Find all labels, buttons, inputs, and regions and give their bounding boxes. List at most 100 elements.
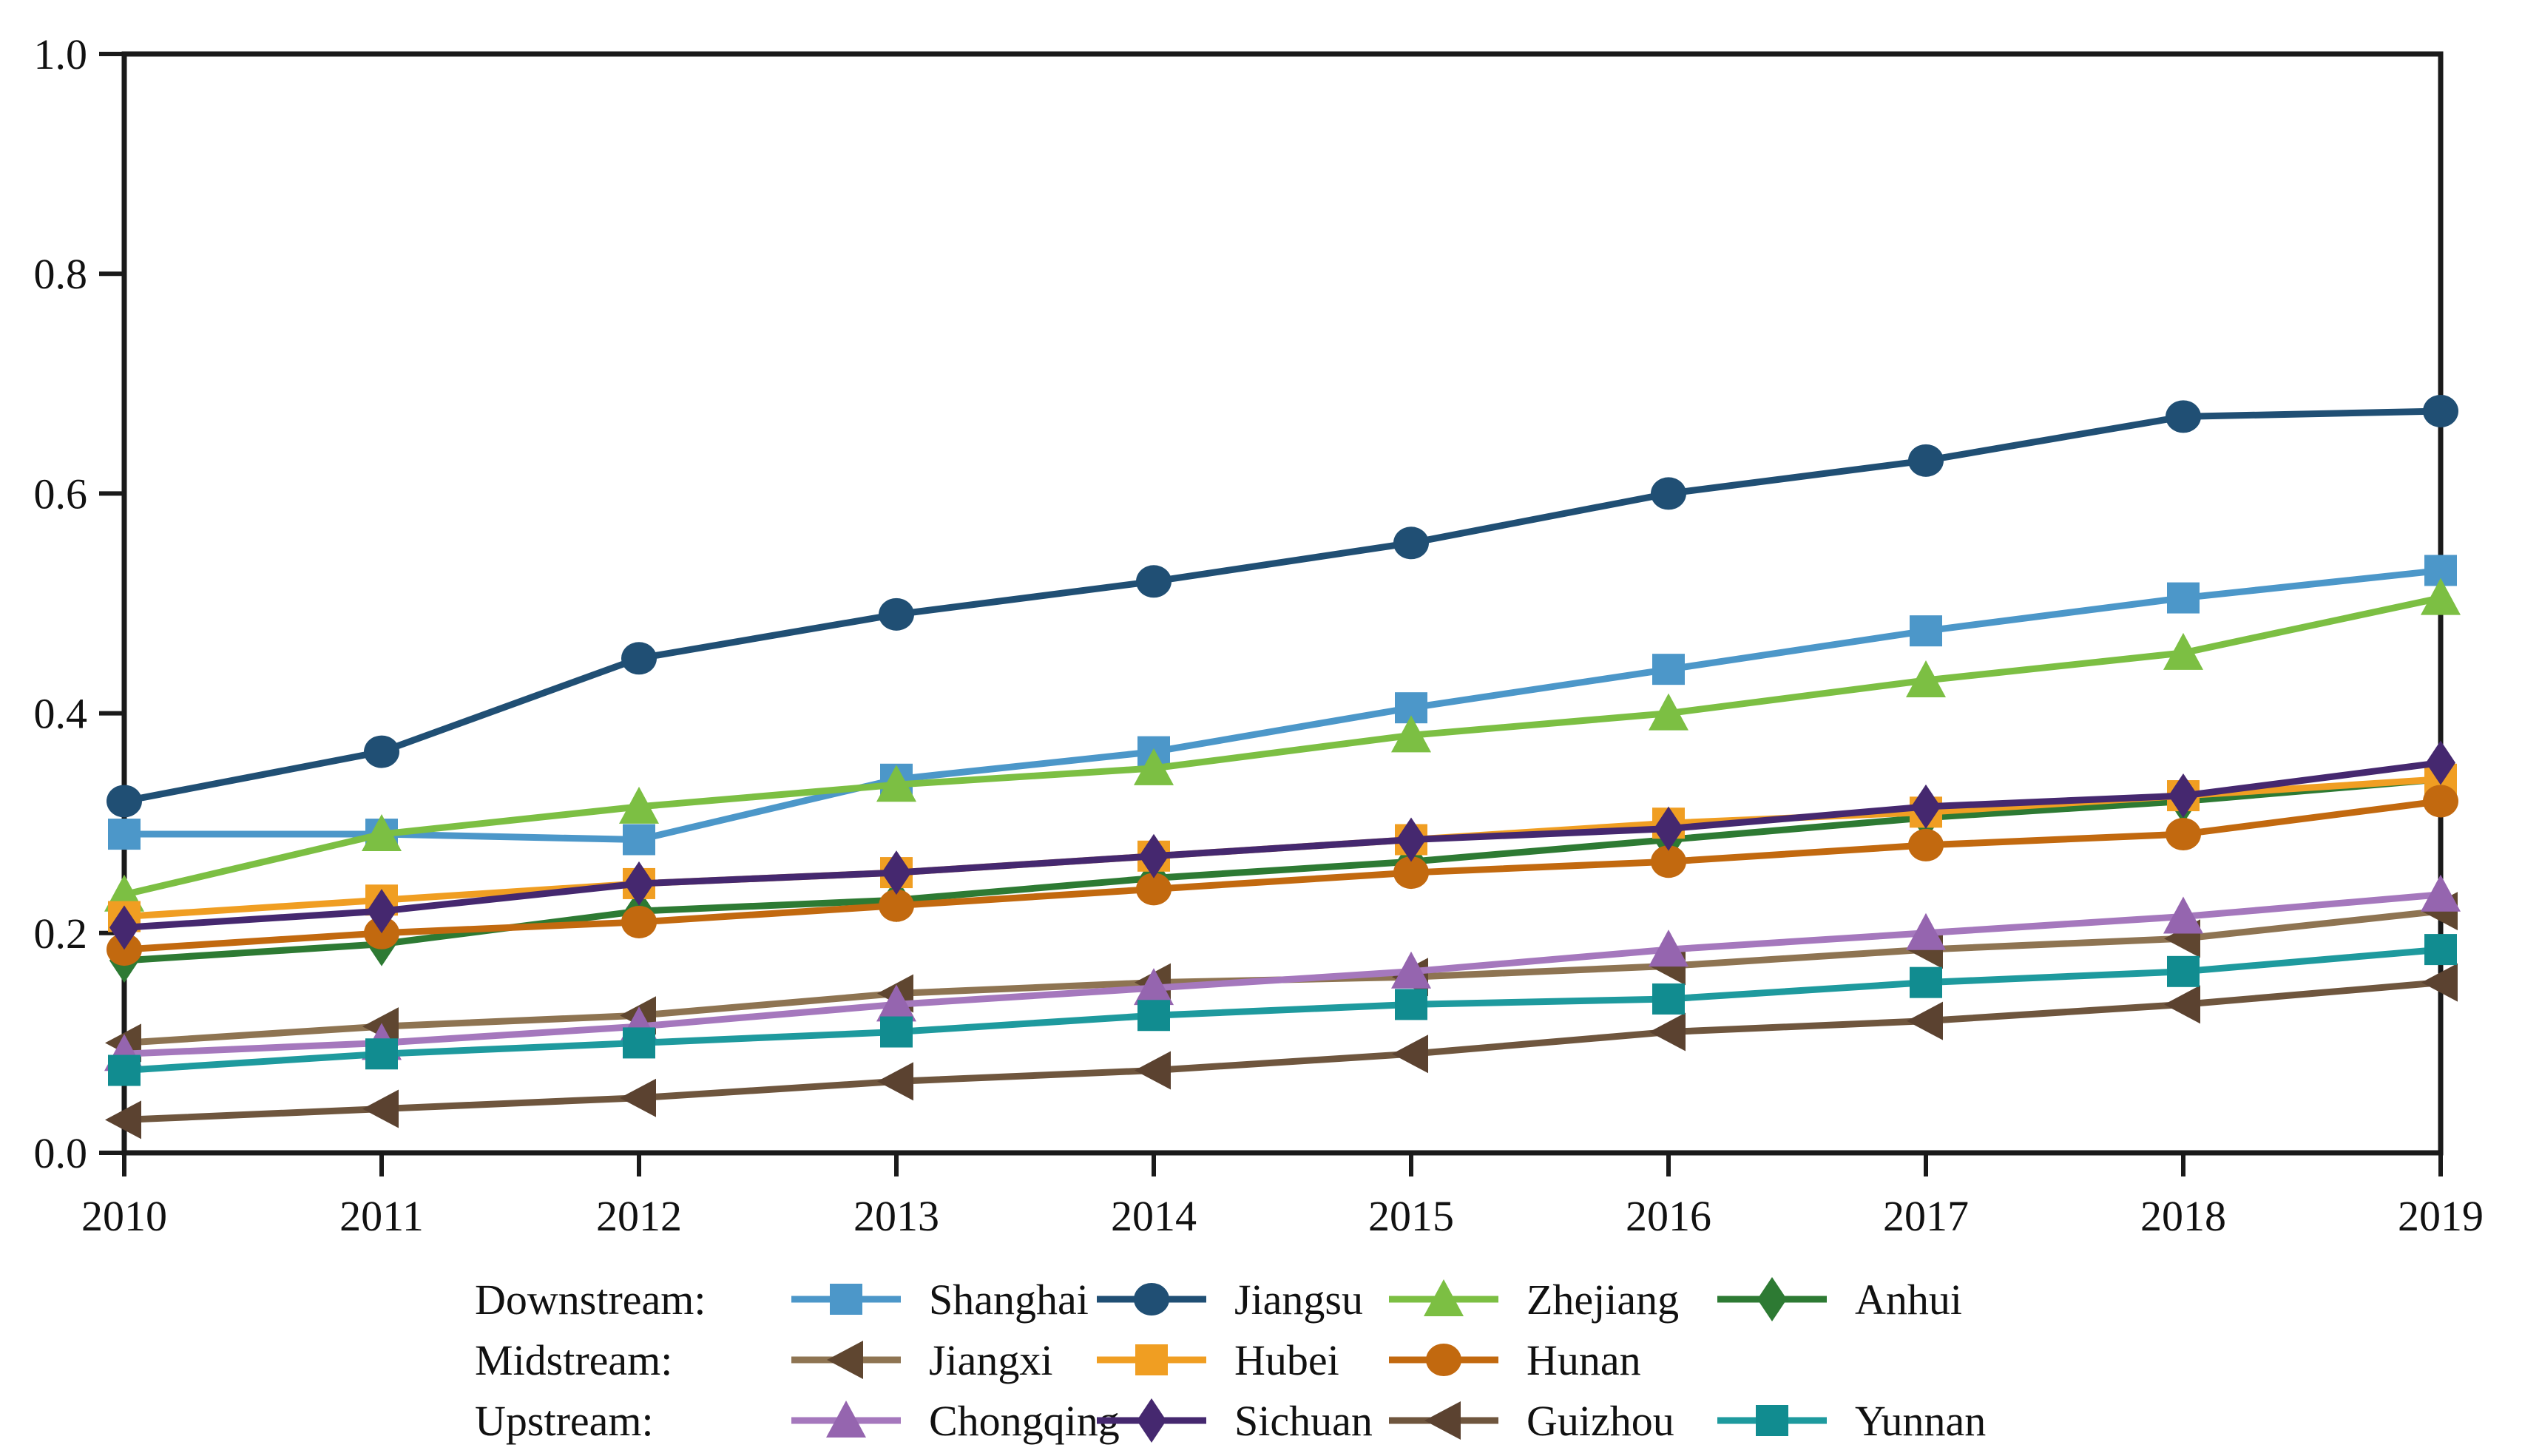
series-marker-hunan [2423,785,2458,818]
series-marker-sichuan [1139,833,1169,878]
series-line-shanghai [124,566,2441,844]
x-axis-tick-label: 2016 [1626,1192,1711,1240]
series-marker-yunnan [1652,983,1685,1015]
y-axis-tick-label: 0.2 [34,910,88,958]
series-marker-guizhou [1135,1051,1171,1090]
series-marker-chongqing [1906,912,1946,950]
series-marker-guizhou [362,1089,399,1128]
series-marker-hunan [1136,873,1172,906]
series-marker-jiangsu [1651,477,1686,510]
series-marker-jiangsu [1393,526,1429,560]
series-marker-jiangsu [2166,400,2201,433]
series-marker-guizhou [877,1062,913,1101]
series-marker-guizhou [105,1100,141,1140]
series-marker-zhejiang [1134,748,1174,785]
series-marker-jiangsu [364,735,399,768]
series-marker-sichuan [2426,740,2455,785]
legend-group-label-downstream-: Downstream: [475,1276,706,1324]
legend-group-label-upstream-: Upstream: [475,1397,654,1445]
series-marker-yunnan [1395,989,1427,1020]
series-marker-hunan [1651,845,1686,878]
legend-label-zhejiang: Zhejiang [1527,1276,1679,1324]
series-marker-jiangsu [107,785,142,818]
y-axis-tick-label: 0.0 [34,1129,88,1177]
legend-label-yunnan: Yunnan [1855,1397,1986,1445]
y-axis-tick-label: 0.8 [34,250,88,298]
legend-swatch-jiangsu [1134,1283,1169,1316]
x-axis-tick-label: 2013 [853,1192,939,1240]
legend-entry-hubei: Hubei [1097,1336,1339,1384]
series-line-zhejiang [123,595,2441,898]
series-marker-hunan [1908,828,1944,861]
series-marker-yunnan [880,1016,913,1048]
legend-label-anhui: Anhui [1855,1276,1962,1324]
series-marker-sichuan [882,850,911,895]
series-marker-yunnan [1910,966,1942,998]
series-marker-yunnan [2167,955,2200,987]
series-marker-shanghai [108,819,141,850]
series-guizhou [105,963,2458,1140]
series-line-anhui [124,776,2441,964]
legend-entry-jiangsu: Jiangsu [1097,1276,1363,1324]
series-marker-guizhou [1907,1001,1943,1040]
series-marker-sichuan [367,889,396,934]
series-marker-chongqing [1391,951,1431,989]
legend-label-shanghai: Shanghai [929,1276,1089,1324]
series-marker-zhejiang [876,765,916,802]
series-marker-yunnan [1137,1000,1170,1032]
x-axis-tick-label: 2011 [339,1192,424,1240]
legend-entry-sichuan: Sichuan [1097,1397,1373,1445]
x-axis-tick-label: 2018 [2140,1192,2226,1240]
series-marker-yunnan [2424,934,2457,966]
series-marker-zhejiang [1649,693,1688,731]
series-line-chongqing [124,891,2441,1057]
series-yunnan [108,934,2457,1086]
series-marker-shanghai [1652,654,1685,685]
series-line-hunan [124,798,2441,953]
series-marker-sichuan [109,905,139,950]
series-marker-chongqing [2421,874,2461,912]
series-marker-guizhou [2421,963,2458,1002]
legend-swatch-chongqing [826,1401,866,1438]
legend-swatch-guizhou [1424,1401,1461,1440]
legend-label-chongqing: Chongqing [929,1397,1120,1445]
series-zhejiang [104,578,2461,912]
x-axis-tick-label: 2010 [81,1192,167,1240]
series-marker-chongqing [2163,896,2203,934]
series-marker-shanghai [2167,582,2200,614]
series-marker-zhejiang [619,786,659,824]
legend-entry-yunnan: Yunnan [1717,1397,1986,1445]
series-marker-shanghai [1910,615,1942,647]
legend-label-hunan: Hunan [1527,1336,1641,1384]
series-marker-shanghai [623,824,655,856]
x-axis-tick-label: 2014 [1111,1192,1197,1240]
plot-border [121,51,2444,1156]
legend-label-sichuan: Sichuan [1234,1397,1373,1445]
series-marker-zhejiang [362,814,402,852]
series-marker-sichuan [624,861,654,906]
series-marker-guizhou [620,1078,656,1117]
x-axis-tick-label: 2012 [596,1192,682,1240]
series-line-sichuan [124,759,2441,931]
series-marker-yunnan [108,1054,141,1086]
x-axis-tick-label: 2015 [1368,1192,1454,1240]
legend-entry-hunan: Hunan [1389,1336,1641,1384]
series-marker-zhejiang [1906,660,1946,698]
legend-entry-anhui: Anhui [1717,1276,1962,1324]
legend-entry-jiangxi: Jiangxi [791,1336,1053,1384]
series-marker-jiangsu [1136,565,1172,598]
legend: Downstream: Shanghai Jiangsu Zhejiang Anhui M… [475,1276,1986,1445]
legend-entry-shanghai: Shanghai [791,1276,1089,1324]
legend-label-guizhou: Guizhou [1527,1397,1674,1445]
series-marker-jiangsu [1908,444,1944,477]
series-marker-chongqing [1649,930,1688,967]
series-marker-guizhou [1392,1035,1428,1074]
series-shanghai [108,555,2457,856]
y-axis-tick-label: 1.0 [34,30,88,78]
series-sichuan [109,740,2455,950]
series-marker-zhejiang [2421,578,2461,615]
series-marker-jiangsu [621,642,657,675]
series-marker-yunnan [365,1038,398,1070]
series-marker-sichuan [1654,806,1683,851]
